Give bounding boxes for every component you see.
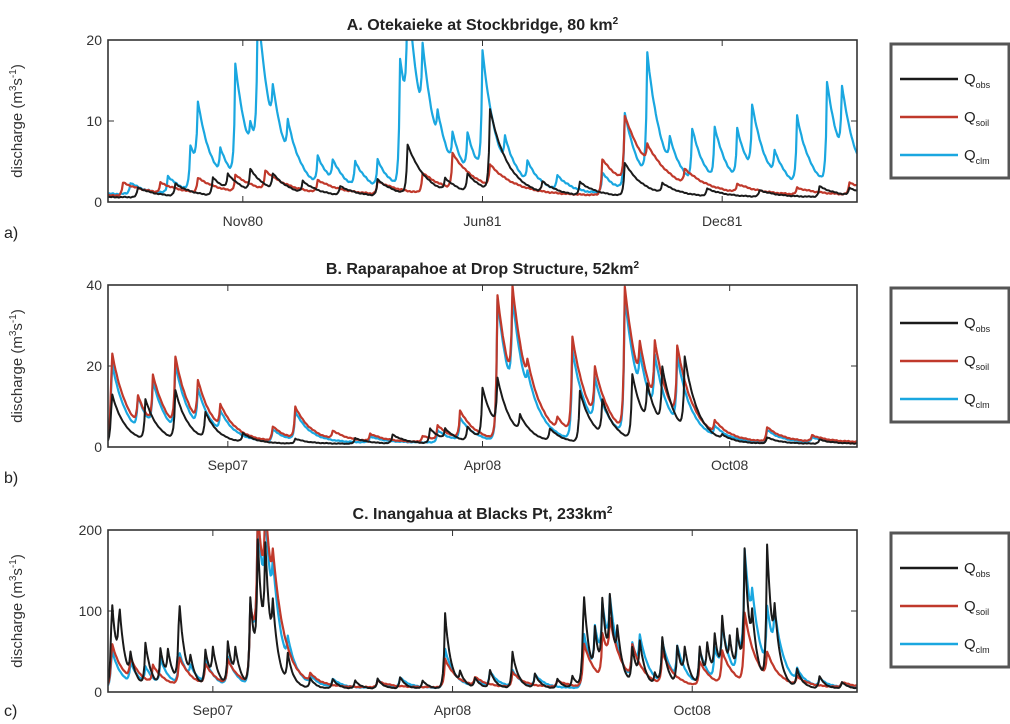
- x-tick-label: Sep07: [193, 702, 234, 718]
- legend-label-obs: Qobs: [964, 560, 991, 579]
- legend-label-clm: Qclm: [964, 147, 990, 166]
- x-tick-label: Nov80: [223, 213, 264, 229]
- legend: Qobs Qsoil Qclm: [889, 286, 1010, 424]
- axes-frame: [107, 529, 858, 693]
- panel-3: C. Inangahua at Blacks Pt, 233km2 c) disch…: [4, 505, 1010, 720]
- panel-1: A. Otekaieke at Stockbridge, 80 km2 a) dis…: [4, 16, 1010, 242]
- axes-frame: [107, 284, 858, 448]
- x-tick-label: Jun81: [463, 213, 501, 229]
- legend-label-obs: Qobs: [964, 315, 991, 334]
- series-obs: [108, 355, 857, 445]
- x-tick-label: Apr08: [464, 457, 502, 473]
- series-clm: [108, 295, 857, 444]
- y-tick-label: 20: [86, 358, 102, 374]
- legend-label-clm: Qclm: [964, 391, 990, 410]
- panel-label: c): [4, 703, 17, 720]
- legend: Qobs Qsoil Qclm: [889, 531, 1010, 669]
- axes-frame: [107, 39, 858, 203]
- y-tick-label: 0: [94, 194, 102, 210]
- legend-label-obs: Qobs: [964, 71, 991, 90]
- x-tick-label: Oct08: [711, 457, 749, 473]
- x-tick-label: Apr08: [434, 702, 472, 718]
- y-axis-label: discharge (m3s-1): [8, 309, 26, 423]
- x-tick-label: Sep07: [208, 457, 249, 473]
- x-tick-label: Oct08: [674, 702, 712, 718]
- legend: Qobs Qsoil Qclm: [889, 42, 1010, 180]
- panel-title: C. Inangahua at Blacks Pt, 233km2: [353, 505, 613, 523]
- legend-label-soil: Qsoil: [964, 109, 989, 128]
- y-tick-label: 200: [79, 522, 103, 538]
- y-axis-label: discharge (m3s-1): [8, 554, 26, 668]
- panel-label: b): [4, 470, 18, 487]
- legend-label-soil: Qsoil: [964, 598, 989, 617]
- x-tick-label: Dec81: [702, 213, 743, 229]
- panel-title: B. Raparapahoe at Drop Structure, 52km2: [326, 260, 640, 278]
- series-clm: [108, 40, 857, 196]
- y-tick-label: 0: [94, 439, 102, 455]
- series-obs: [108, 108, 857, 199]
- y-tick-label: 10: [86, 113, 102, 129]
- panel-label: a): [4, 225, 18, 242]
- y-tick-label: 20: [86, 32, 102, 48]
- legend-label-soil: Qsoil: [964, 353, 989, 372]
- panel-title: A. Otekaieke at Stockbridge, 80 km2: [347, 16, 619, 34]
- y-tick-label: 0: [94, 684, 102, 700]
- y-axis-label: discharge (m3s-1): [8, 64, 26, 178]
- legend-label-clm: Qclm: [964, 636, 990, 655]
- series-soil: [108, 285, 857, 444]
- series-obs: [108, 538, 857, 690]
- y-tick-label: 100: [79, 603, 103, 619]
- series-soil: [108, 530, 857, 689]
- series-soil: [108, 114, 857, 197]
- panel-2: B. Raparapahoe at Drop Structure, 52km2 b…: [4, 260, 1010, 487]
- y-tick-label: 40: [86, 277, 102, 293]
